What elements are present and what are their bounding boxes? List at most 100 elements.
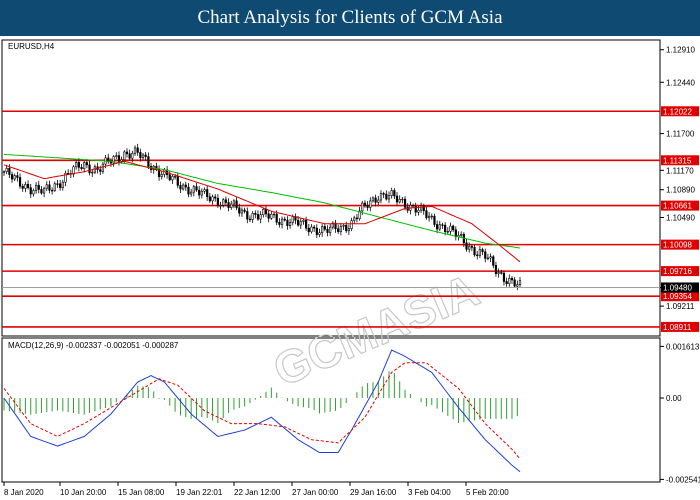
level-label: 1.11315 bbox=[663, 156, 692, 165]
candle-body bbox=[131, 153, 134, 159]
candle-body bbox=[203, 189, 206, 192]
candle-body bbox=[510, 278, 514, 281]
x-tick-label: 10 Jan 20:00 bbox=[60, 488, 107, 497]
candle-body bbox=[171, 176, 174, 181]
candle-body bbox=[353, 217, 356, 221]
candle-body bbox=[174, 176, 177, 178]
candle-body bbox=[77, 161, 80, 168]
candle-body bbox=[502, 272, 506, 282]
candle-body bbox=[494, 265, 498, 274]
price-tick-label: 1.10490 bbox=[666, 213, 695, 222]
candle-body bbox=[214, 196, 217, 199]
candle-body bbox=[492, 256, 495, 266]
candle-body bbox=[168, 174, 171, 181]
candle-body bbox=[83, 162, 86, 169]
price-tick-label: 1.09211 bbox=[666, 302, 695, 311]
page-title: Chart Analysis for Clients of GCM Asia bbox=[0, 0, 700, 36]
candle-body bbox=[24, 184, 27, 189]
candle-body bbox=[342, 224, 345, 227]
candle-body bbox=[59, 183, 62, 188]
candle-body bbox=[393, 190, 396, 197]
candle-body bbox=[37, 184, 40, 190]
candle-body bbox=[339, 225, 342, 232]
candle-body bbox=[200, 190, 203, 196]
ma-fast-line bbox=[3, 160, 521, 263]
candle-body bbox=[206, 189, 209, 198]
candle-body bbox=[417, 209, 420, 213]
candle-body bbox=[350, 220, 353, 229]
candle-body bbox=[10, 174, 14, 180]
candle-body bbox=[40, 189, 43, 194]
macd-line bbox=[3, 349, 521, 473]
candle-body bbox=[123, 151, 126, 160]
candle-body bbox=[208, 196, 211, 202]
current-price-badge bbox=[661, 282, 699, 293]
candle-body bbox=[259, 214, 262, 220]
candle-body bbox=[117, 155, 121, 162]
candle-body bbox=[32, 190, 35, 195]
candle-body bbox=[358, 210, 361, 220]
x-tick-label: 8 Jan 2020 bbox=[4, 488, 44, 497]
candle-body bbox=[136, 147, 139, 153]
candle-body bbox=[272, 213, 276, 216]
x-tick-label: 5 Feb 20:00 bbox=[466, 488, 509, 497]
candle-body bbox=[481, 249, 484, 253]
price-tick-label: 1.12440 bbox=[666, 78, 695, 87]
candle-body bbox=[283, 218, 286, 221]
candle-body bbox=[26, 184, 30, 188]
candle-body bbox=[224, 199, 228, 203]
candle-body bbox=[278, 221, 281, 225]
candle-body bbox=[187, 186, 190, 195]
chart-svg: GCMASIA EURUSD,H4 MACD(12,26,9) -0.00233… bbox=[1, 39, 700, 497]
candle-body bbox=[262, 208, 265, 216]
candle-body bbox=[288, 222, 292, 226]
candle-body bbox=[363, 202, 367, 206]
candle-body bbox=[329, 226, 332, 233]
macd-tick-label: 0.001613 bbox=[666, 342, 700, 351]
candle-body bbox=[419, 205, 423, 211]
candle-body bbox=[29, 187, 32, 195]
candle-body bbox=[355, 217, 359, 220]
candle-body bbox=[395, 195, 399, 203]
candle-body bbox=[101, 163, 105, 172]
candle-body bbox=[182, 184, 185, 190]
level-label: 1.12022 bbox=[663, 107, 692, 116]
candle-body bbox=[128, 153, 131, 159]
candle-body bbox=[216, 197, 219, 206]
level-label: 1.09716 bbox=[663, 267, 692, 276]
level-badge bbox=[661, 106, 699, 117]
candle-body bbox=[505, 281, 508, 285]
candle-body bbox=[425, 210, 428, 219]
candle-body bbox=[444, 224, 447, 233]
current-price-label: 1.09480 bbox=[663, 283, 692, 292]
candle-body bbox=[403, 198, 407, 208]
candle-body bbox=[230, 203, 233, 208]
candle-body bbox=[160, 174, 163, 177]
candle-body bbox=[318, 232, 321, 235]
x-tick-label: 27 Jan 00:00 bbox=[292, 488, 339, 497]
candle-body bbox=[75, 161, 78, 168]
candle-body bbox=[235, 200, 238, 209]
candle-body bbox=[302, 219, 305, 222]
candle-body bbox=[390, 190, 393, 196]
level-label: 1.09354 bbox=[663, 292, 692, 301]
candle-body bbox=[2, 171, 6, 173]
candle-body bbox=[500, 272, 503, 274]
candle-body bbox=[222, 199, 225, 206]
candle-body bbox=[125, 151, 129, 155]
candle-body bbox=[484, 251, 487, 259]
candle-body bbox=[438, 224, 441, 230]
level-label: 1.10661 bbox=[663, 202, 692, 211]
x-tick-label: 15 Jan 08:00 bbox=[118, 488, 165, 497]
candle-body bbox=[470, 246, 473, 248]
candle-body bbox=[51, 189, 54, 192]
candle-body bbox=[476, 254, 479, 256]
candle-body bbox=[5, 167, 8, 173]
candle-body bbox=[198, 189, 201, 196]
candle-body bbox=[516, 284, 519, 287]
candle-body bbox=[366, 204, 369, 208]
level-badge bbox=[661, 266, 699, 277]
candle-body bbox=[334, 222, 337, 230]
candle-body bbox=[147, 156, 150, 167]
